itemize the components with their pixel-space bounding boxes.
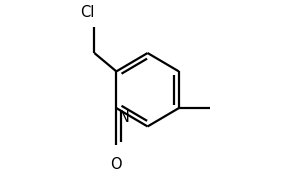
Text: Cl: Cl <box>80 5 94 20</box>
Text: O: O <box>111 157 122 172</box>
Text: N: N <box>118 110 129 125</box>
